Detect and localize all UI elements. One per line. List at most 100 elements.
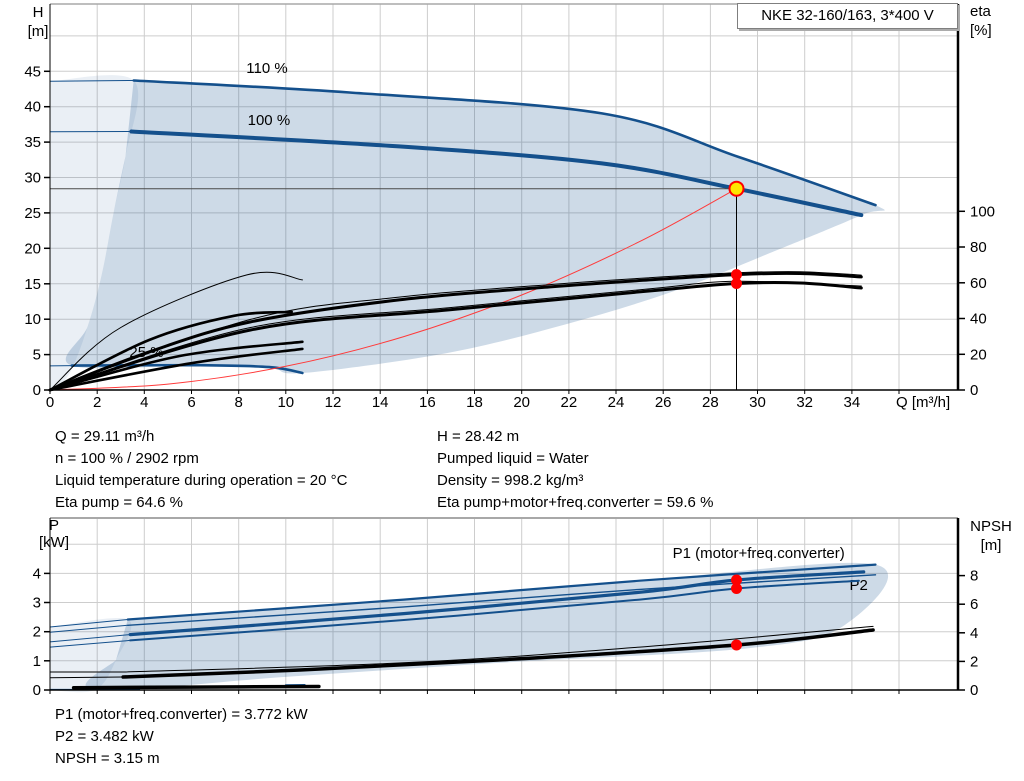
svg-text:4: 4 — [140, 394, 148, 411]
npsh-110-curve — [122, 625, 874, 673]
svg-text:30: 30 — [749, 394, 766, 411]
svg-text:10: 10 — [277, 394, 294, 411]
svg-text:60: 60 — [970, 275, 987, 292]
head-110pct-curve — [132, 79, 877, 207]
svg-text:35: 35 — [24, 134, 41, 151]
h-axis-unit-label: H [m] — [27, 4, 49, 40]
hq-eta-chart-duty-markers — [50, 188, 737, 390]
p2-dot — [731, 583, 742, 594]
svg-text:6: 6 — [187, 394, 195, 411]
hq-eta-chart-curve-labels: 110 %100 %25 % — [129, 60, 290, 361]
svg-text:6: 6 — [970, 596, 978, 613]
p2-110pct-ext-curve — [49, 624, 129, 633]
info-line: Eta pump+motor+freq.converter = 59.6 % — [437, 494, 714, 511]
info-line: Density = 998.2 kg/m³ — [437, 472, 584, 489]
svg-text:8: 8 — [970, 568, 978, 585]
eta-pump-dot — [731, 269, 742, 281]
info-line: P2 = 3.482 kW — [55, 728, 154, 745]
eta-total-dot — [731, 278, 742, 289]
svg-text:80: 80 — [970, 239, 987, 256]
hq-eta-chart-label: 100 % — [248, 112, 291, 129]
duty-info-left: Q = 29.11 m³/h n = 100 % / 2902 rpm Liqu… — [55, 426, 347, 514]
svg-text:0: 0 — [970, 382, 978, 399]
svg-text:25: 25 — [24, 205, 41, 222]
power-npsh-chart-grid — [50, 518, 958, 690]
svg-text:22: 22 — [561, 394, 578, 411]
operating-point[interactable] — [728, 180, 745, 197]
svg-text:5: 5 — [33, 347, 41, 364]
p-axis-unit-label: P [kW] — [39, 517, 69, 551]
hq-eta-chart-duty-dots — [731, 269, 742, 289]
eta-mid-a-curve — [48, 310, 293, 392]
power-npsh-chart-axis-ticks: 0 1 2 3 4 0 2 4 6 8 — [33, 565, 979, 699]
svg-text:12: 12 — [325, 394, 342, 411]
svg-text:34: 34 — [844, 394, 861, 411]
info-line: Q = 29.11 m³/h — [55, 428, 155, 445]
svg-text:16: 16 — [419, 394, 436, 411]
duty-envelope-light — [50, 75, 139, 390]
power-npsh-chart: P1 (motor+freq.converter) P2 0 1 2 3 4 0 2 4 6 8 — [33, 517, 979, 699]
svg-text:45: 45 — [24, 63, 41, 80]
p2-110pct-curve — [127, 574, 877, 626]
svg-text:20: 20 — [513, 394, 530, 411]
info-line: Pumped liquid = Water — [437, 450, 589, 467]
svg-text:30: 30 — [24, 170, 41, 187]
pump-type-label: NKE 32-160/163, 3*400 V — [761, 7, 934, 24]
npsh-dot — [731, 639, 742, 651]
info-line: Eta pump = 64.6 % — [55, 494, 183, 511]
pump-type-badge: NKE 32-160/163, 3*400 V — [737, 3, 958, 29]
p1-dot — [731, 574, 742, 586]
system-curve-curve — [49, 188, 737, 391]
duty-info-right: H = 28.42 m Pumped liquid = Water Densit… — [437, 426, 713, 514]
svg-text:Q [m³/h]: Q [m³/h] — [896, 394, 950, 411]
svg-text:20: 20 — [24, 240, 41, 257]
svg-text:100: 100 — [970, 203, 995, 220]
info-line: P1 (motor+freq.converter) = 3.772 kW — [55, 706, 308, 723]
power-npsh-chart-duty-dots — [731, 574, 742, 651]
p2-100pct-ext-curve — [49, 639, 131, 648]
hq-eta-chart-grid — [50, 4, 958, 390]
svg-text:0: 0 — [46, 394, 54, 411]
p-25pct-black-curve — [71, 684, 321, 690]
head-100pct-curve — [129, 129, 864, 218]
svg-text:0: 0 — [33, 682, 41, 699]
eta-pump-curve — [48, 271, 863, 392]
svg-text:2: 2 — [93, 394, 101, 411]
hq-eta-chart-border — [49, 3, 960, 391]
svg-text:4: 4 — [33, 565, 41, 582]
svg-text:2: 2 — [33, 624, 41, 641]
eta-mid-b-curve — [48, 340, 304, 392]
info-line: H = 28.42 m — [437, 428, 520, 445]
svg-text:40: 40 — [970, 311, 987, 328]
svg-text:2: 2 — [970, 653, 978, 670]
eta-25pct-thin-curve — [49, 271, 303, 391]
hq-eta-chart-duty-region — [50, 75, 885, 390]
info-line: NPSH = 3.15 m — [55, 750, 160, 767]
power-info: P1 (motor+freq.converter) = 3.772 kW P2 … — [55, 704, 308, 770]
npsh-100-curve — [121, 628, 875, 679]
hq-eta-chart: 110 %100 %25 %05101520253035404502040608… — [24, 3, 995, 411]
head-110pct-ext-curve — [49, 80, 135, 82]
npsh-100-ext-curve — [49, 676, 124, 679]
p1-110pct-ext-curve — [49, 619, 129, 628]
svg-text:14: 14 — [372, 394, 389, 411]
svg-text:28: 28 — [702, 394, 719, 411]
p2-100pct-curve — [129, 579, 860, 642]
power-npsh-chart-label: P2 — [850, 577, 868, 594]
svg-text:40: 40 — [24, 99, 41, 116]
duty-envelope-dark — [65, 80, 885, 374]
p1-100pct-curve — [128, 570, 866, 637]
power-npsh-chart-label: P1 (motor+freq.converter) — [673, 545, 845, 562]
info-line: Liquid temperature during operation = 20… — [55, 472, 348, 489]
svg-text:24: 24 — [608, 394, 625, 411]
p1-110pct-curve — [126, 563, 877, 621]
eta-mid-c-curve — [48, 347, 304, 392]
svg-text:32: 32 — [796, 394, 813, 411]
npsh-axis-unit-label: NPSH [m] — [970, 518, 1012, 554]
svg-text:10: 10 — [24, 311, 41, 328]
info-line: n = 100 % / 2902 rpm — [55, 450, 199, 467]
hq-eta-chart-label: 110 % — [246, 60, 287, 77]
